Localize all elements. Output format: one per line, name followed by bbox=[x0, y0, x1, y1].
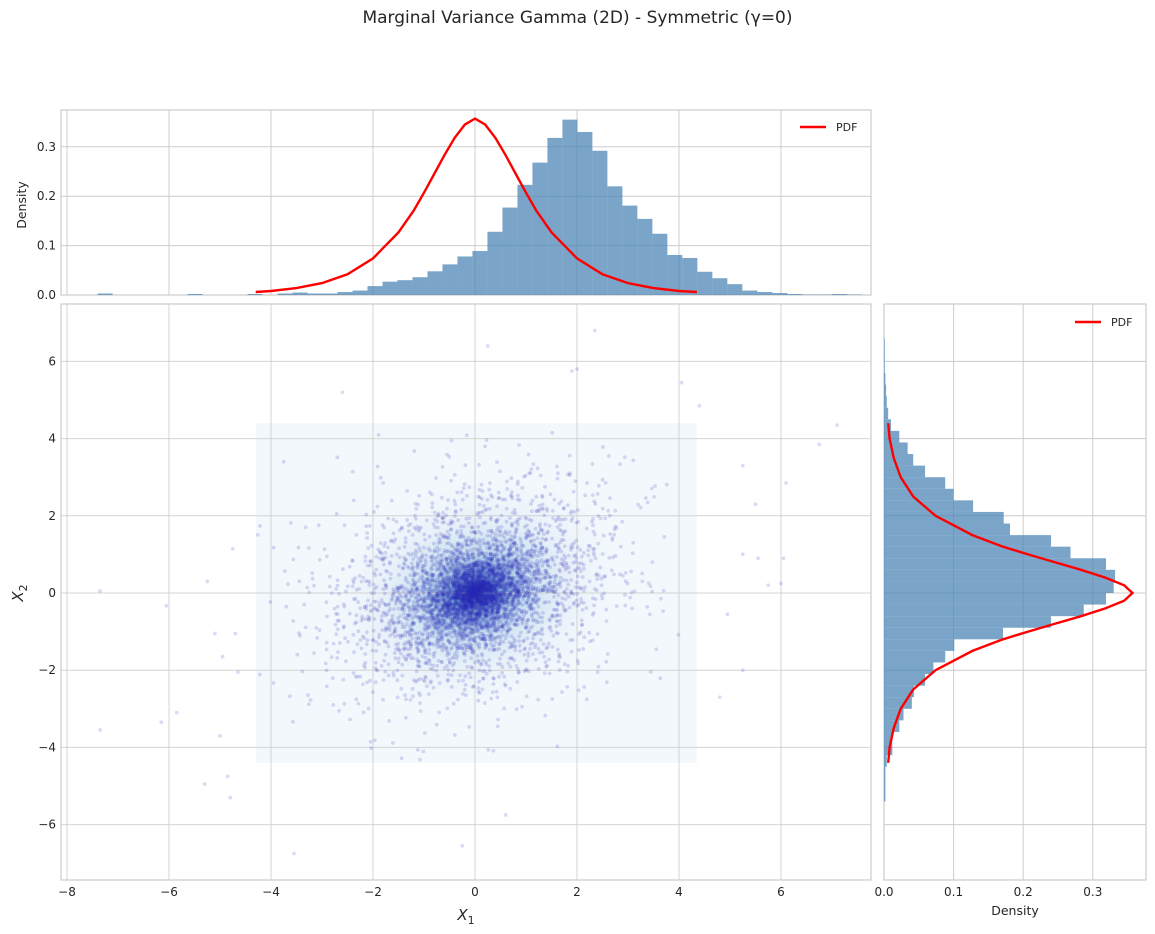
main-grid bbox=[61, 304, 871, 880]
top-y-axis-label: Density bbox=[14, 181, 29, 229]
right-legend: PDF bbox=[1075, 316, 1132, 329]
x-axis-label: X1 bbox=[456, 906, 474, 927]
top-legend: PDF bbox=[800, 121, 857, 134]
right-pdf-curve bbox=[887, 423, 1135, 763]
top-y-tick-labels: 0.0 0.1 0.2 0.3 bbox=[37, 140, 56, 302]
svg-text:0.0: 0.0 bbox=[37, 288, 56, 302]
scatter-points bbox=[98, 328, 839, 856]
right-x-axis-label: Density bbox=[991, 903, 1039, 918]
right-legend-pdf-label: PDF bbox=[1111, 316, 1132, 329]
top-histogram-bars bbox=[97, 119, 863, 295]
svg-text:0.2: 0.2 bbox=[37, 189, 56, 203]
svg-text:0.1: 0.1 bbox=[37, 239, 56, 253]
right-marginal-axes: 0.0 0.1 0.2 0.3 Density PDF bbox=[874, 303, 1147, 918]
top-pdf-curve bbox=[255, 117, 697, 294]
y-axis-label: X2 bbox=[9, 584, 30, 602]
right-x-tick-labels: 0.0 0.1 0.2 0.3 bbox=[874, 885, 1102, 899]
svg-text:0.3: 0.3 bbox=[37, 140, 56, 154]
figure-title: Marginal Variance Gamma (2D) - Symmetric… bbox=[362, 8, 793, 28]
top-legend-pdf-label: PDF bbox=[836, 121, 857, 134]
main-x-tick-labels: −8 −6 −4 −2 0 2 4 6 bbox=[58, 885, 785, 899]
top-marginal-axes: 0.0 0.1 0.2 0.3 Density PDF bbox=[14, 109, 872, 302]
right-histogram-bars bbox=[884, 338, 1116, 802]
